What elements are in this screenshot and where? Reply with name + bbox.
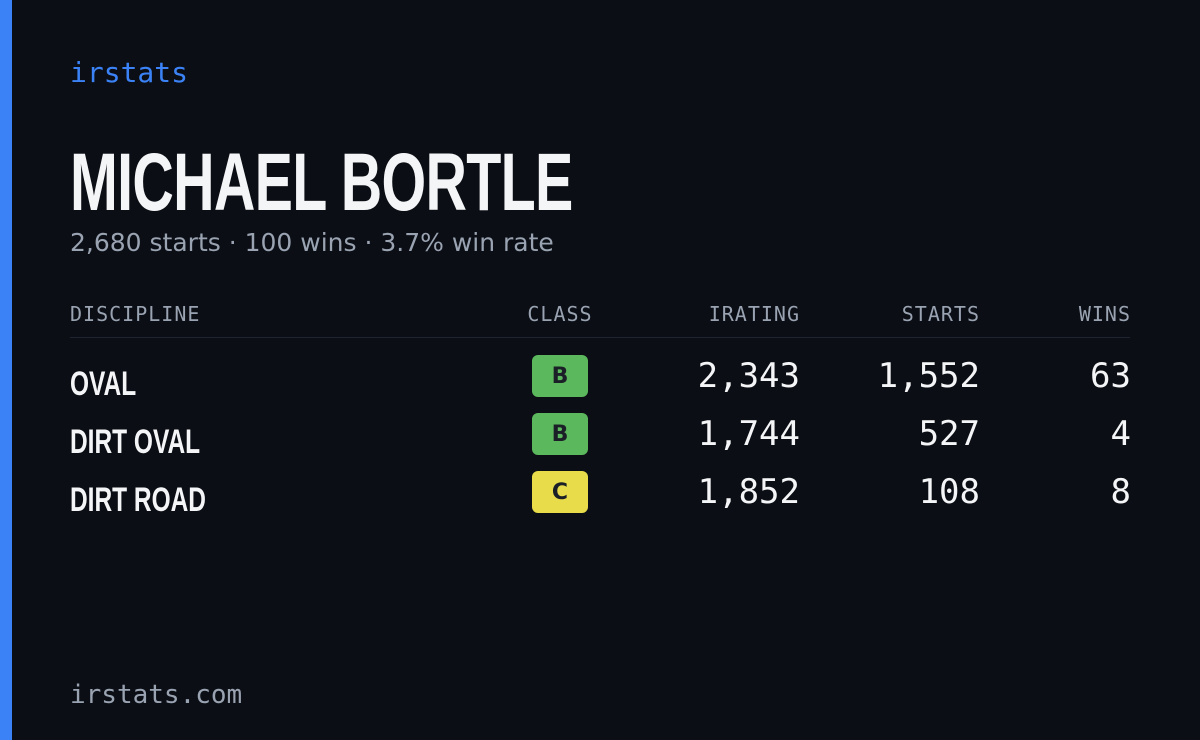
starts-value: 527: [918, 414, 980, 454]
discipline: DIRT ROAD: [70, 481, 207, 519]
class-badge: B: [532, 355, 588, 397]
wins-value: 63: [1090, 356, 1131, 396]
class-badge: B: [532, 413, 588, 455]
wins-value: 8: [1110, 472, 1131, 512]
column-header: STARTS: [901, 302, 980, 326]
driver-summary: 2,680 starts · 100 wins · 3.7% win rate: [70, 228, 554, 257]
irating-value: 1,852: [697, 472, 800, 512]
footer: irstats.com: [70, 680, 243, 710]
column-header: WINS: [1078, 302, 1131, 326]
starts-value: 1,552: [877, 356, 980, 396]
accent-bar: [0, 0, 12, 740]
class-badge: C: [532, 471, 588, 513]
driver-name: MICHAEL BORTLE: [70, 137, 573, 228]
wins-value: 4: [1110, 414, 1131, 454]
discipline: OVAL: [70, 365, 137, 403]
brand: irstats: [70, 56, 189, 89]
starts-value: 108: [918, 472, 980, 512]
discipline: DIRT OVAL: [70, 423, 201, 461]
column-header: DISCIPLINE: [70, 302, 201, 326]
irating-value: 2,343: [697, 356, 800, 396]
column-header: IRATING: [708, 302, 800, 326]
column-header: CLASS: [527, 302, 593, 326]
header-rule: [70, 337, 1130, 338]
irating-value: 1,744: [697, 414, 800, 454]
